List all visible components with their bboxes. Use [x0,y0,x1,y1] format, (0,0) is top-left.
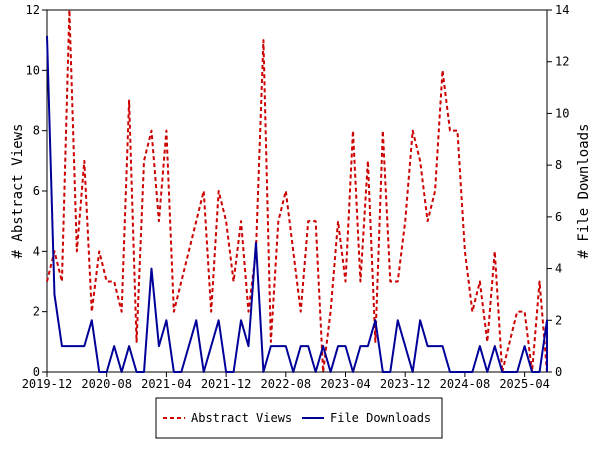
right-tick-label: 2 [555,313,562,327]
left-tick-label: 10 [26,63,40,77]
right-tick-label: 8 [555,158,562,172]
x-tick-label: 2021-12 [201,377,252,391]
left-axis-ticks: 0 2 4 6 8 10 12 [26,3,47,379]
x-tick-label: 2023-04 [320,377,371,391]
series-lines [46,9,548,373]
right-tick-label: 4 [555,262,562,276]
plot-area [46,9,548,373]
x-tick-label: 2024-08 [440,377,491,391]
right-axis-label: # File Downloads [576,124,592,259]
legend: Abstract Views File Downloads [155,397,443,439]
right-tick-label: 0 [555,365,562,379]
series-line-file-downloads [46,35,548,373]
right-tick-label: 10 [555,106,569,120]
left-tick-label: 4 [33,244,40,258]
x-tick-label: 2023-12 [380,377,431,391]
right-tick-label: 12 [555,55,569,69]
legend-label-abstract-views: Abstract Views [191,411,292,425]
right-tick-label: 6 [555,210,562,224]
x-tick-label: 2022-08 [261,377,312,391]
left-axis-label: # Abstract Views [10,124,26,259]
x-axis-ticks: 2019-12 2020-08 2021-04 2021-12 2022-08 2023-… [22,372,550,391]
x-tick-label: 2025-04 [499,377,550,391]
x-tick-label: 2021-04 [141,377,192,391]
left-tick-label: 6 [33,184,40,198]
legend-label-file-downloads: File Downloads [330,411,431,425]
left-tick-label: 8 [33,124,40,138]
legend-box [155,397,443,439]
x-tick-label: 2020-08 [81,377,132,391]
series-line-abstract-views [46,9,548,373]
left-tick-label: 2 [33,305,40,319]
right-tick-label: 14 [555,3,569,17]
right-axis-ticks: 0 2 4 6 8 10 12 14 [547,3,569,379]
x-tick-label: 2019-12 [22,377,73,391]
left-tick-label: 0 [33,365,40,379]
left-tick-label: 12 [26,3,40,17]
